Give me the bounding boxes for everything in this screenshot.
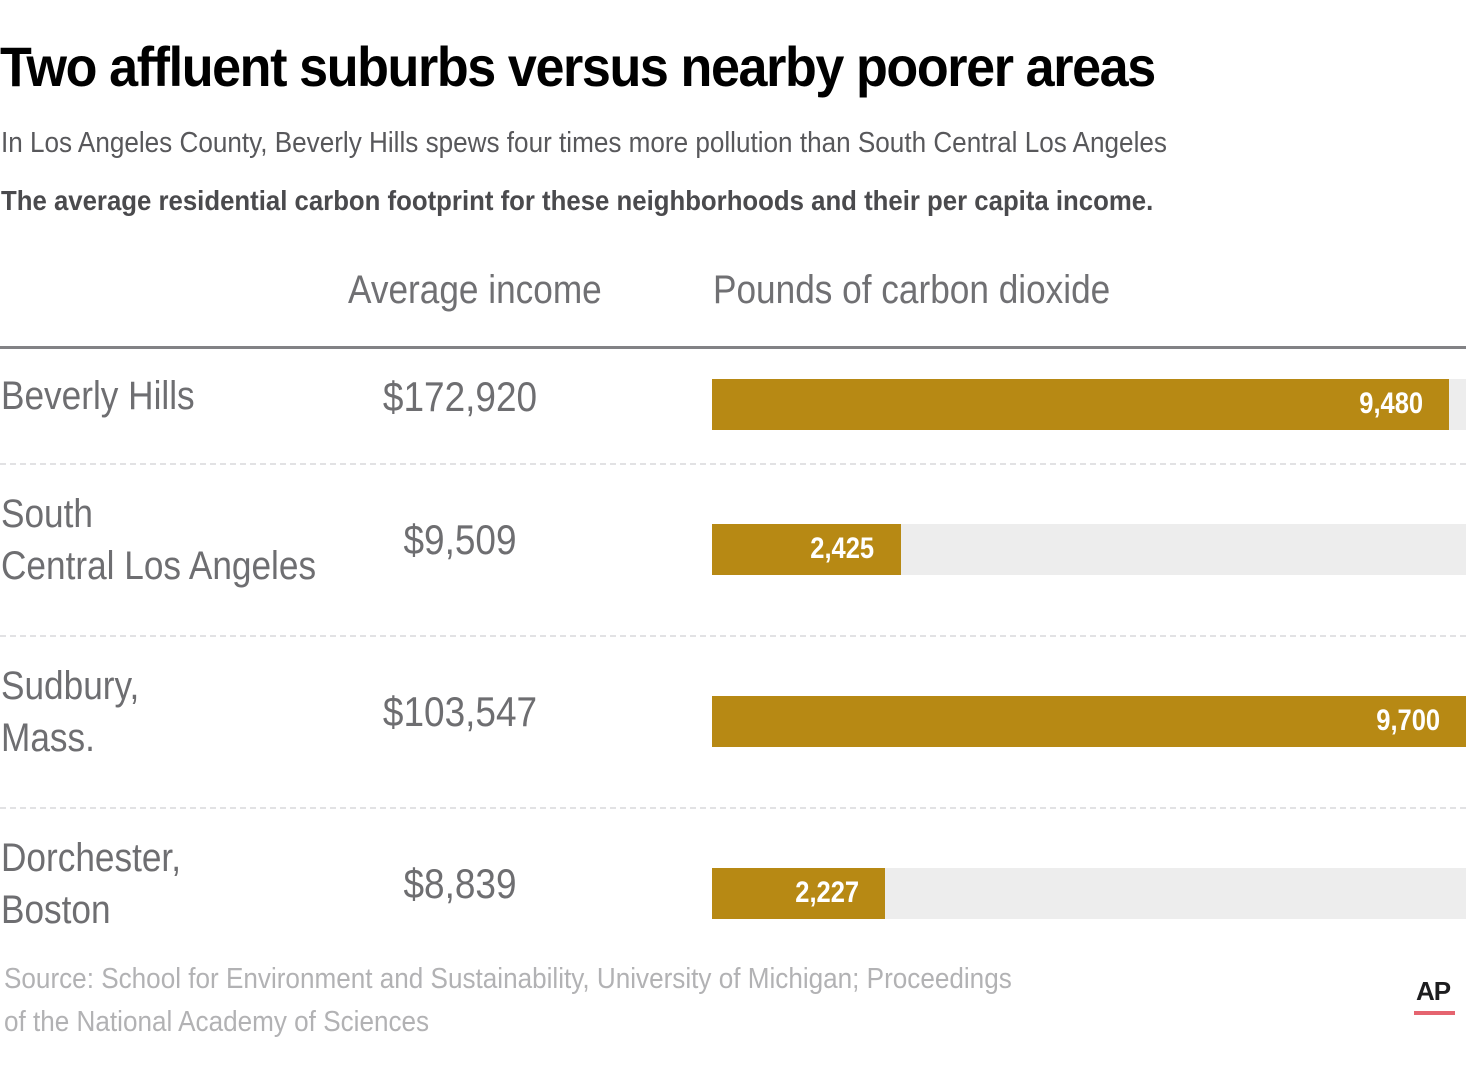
chart-subtitle: In Los Angeles County, Beverly Hills spe…	[1, 127, 1167, 159]
source-line: Source: School for Environment and Susta…	[4, 963, 1012, 995]
row-income-dorchester: $8,839	[403, 860, 517, 907]
ap-logo: AP	[1416, 976, 1451, 1006]
row-income-sudbury: $103,547	[382, 688, 538, 735]
column-header-co2: Pounds of carbon dioxide	[713, 268, 1111, 312]
chart-intro: The average residential carbon footprint…	[1, 185, 1154, 216]
bar-value-label: 2,227	[795, 876, 860, 909]
row-label-sudbury: Sudbury, Mass.	[1, 660, 139, 764]
row-label-line: Beverly Hills	[1, 374, 195, 418]
row-label-dorchester: Dorchester, Boston	[1, 832, 181, 936]
column-header-income: Average income	[348, 268, 602, 312]
row-separator	[0, 463, 1466, 465]
row-income-beverly-hills: $172,920	[382, 373, 538, 420]
bar-track-sudbury: 9,700	[712, 696, 1466, 747]
row-income-south-central: $9,509	[403, 516, 517, 563]
row-label-line: Sudbury,	[1, 664, 140, 708]
header-rule	[0, 346, 1466, 349]
row-separator	[0, 807, 1466, 809]
bar-south-central: 2,425	[712, 524, 901, 575]
ap-logo-accent	[1414, 1011, 1455, 1015]
bar-sudbury: 9,700	[712, 696, 1466, 747]
row-separator	[0, 635, 1466, 637]
bar-track-south-central: 2,425	[712, 524, 1466, 575]
row-label-line: Mass.	[1, 716, 95, 760]
bar-track-beverly-hills: 9,480	[712, 379, 1466, 430]
source-note: Source: School for Environment and Susta…	[4, 958, 1012, 1044]
row-label-south-central: South Central Los Angeles	[1, 488, 316, 592]
bar-value-label: 9,480	[1359, 387, 1423, 420]
chart-title: Two affluent suburbs versus nearby poore…	[0, 35, 1156, 98]
row-label-line: Boston	[1, 888, 111, 932]
bar-dorchester: 2,227	[712, 868, 886, 919]
row-label-line: South	[1, 492, 93, 536]
row-label-line: Central Los Angeles	[1, 544, 317, 588]
bar-beverly-hills: 9,480	[712, 379, 1449, 430]
row-label-line: Dorchester,	[1, 836, 181, 880]
bar-value-label: 9,700	[1376, 704, 1440, 737]
bar-value-label: 2,425	[810, 532, 875, 565]
source-line: of the National Academy of Sciences	[4, 1006, 430, 1038]
row-label-beverly-hills: Beverly Hills	[1, 370, 195, 422]
bar-track-dorchester: 2,227	[712, 868, 1466, 919]
